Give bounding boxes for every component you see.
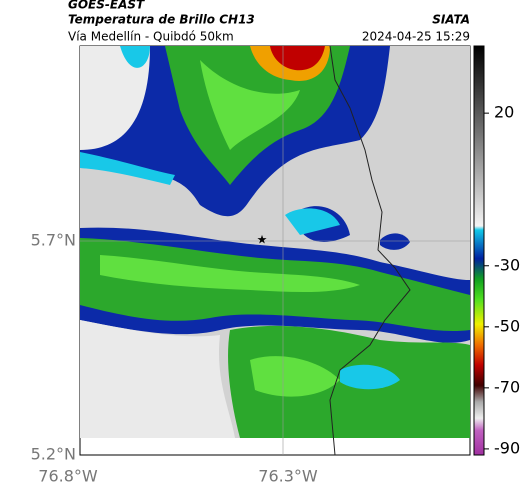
datetime: 2024-04-25 15:29: [362, 30, 470, 44]
lon-tick-label: 76.8°W: [38, 467, 98, 486]
colorbar-tick-label: 20: [494, 103, 514, 122]
colorbar-tick-label: -50: [494, 316, 520, 335]
colorbar-tick-label: -30: [494, 255, 520, 274]
colorbar-tick-label: -70: [494, 377, 520, 396]
city-marker: ★: [257, 233, 268, 247]
imagery: [80, 46, 470, 438]
subtitle: Temperatura de Brillo CH13: [68, 13, 255, 27]
colorbar-tick-label: -90: [494, 438, 520, 457]
border-line: [329, 45, 411, 456]
lat-tick-label: 5.2°N: [31, 445, 76, 464]
colorbar: [473, 45, 485, 456]
source: SIATA: [432, 13, 470, 27]
lon-tick-label: 76.3°W: [258, 467, 318, 486]
location: Vía Medellín - Quibdó 50km: [68, 30, 234, 44]
title: GOES-EAST: [68, 0, 145, 12]
lat-tick-label: 5.7°N: [31, 231, 76, 250]
